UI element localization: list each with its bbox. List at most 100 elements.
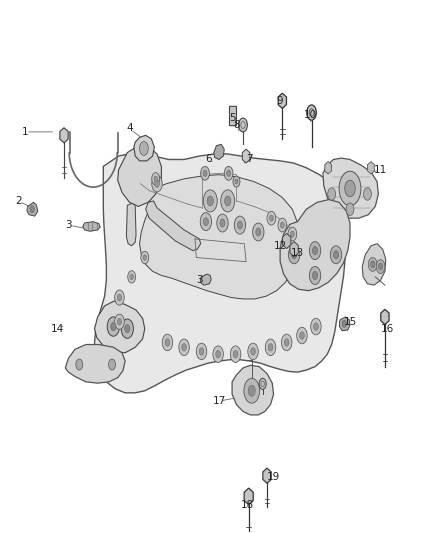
Circle shape <box>339 171 361 206</box>
Circle shape <box>290 231 294 237</box>
Polygon shape <box>367 161 374 174</box>
Circle shape <box>117 294 122 301</box>
Circle shape <box>115 290 124 305</box>
Text: 4: 4 <box>126 124 133 133</box>
Polygon shape <box>140 175 298 299</box>
Circle shape <box>248 385 255 397</box>
Circle shape <box>233 351 238 358</box>
Circle shape <box>162 334 173 351</box>
Circle shape <box>312 271 318 280</box>
Circle shape <box>125 325 130 333</box>
Text: 9: 9 <box>277 96 283 106</box>
Circle shape <box>268 344 273 351</box>
Text: 6: 6 <box>205 155 212 165</box>
Circle shape <box>128 271 136 283</box>
Circle shape <box>312 246 318 255</box>
Circle shape <box>309 266 321 285</box>
Circle shape <box>253 223 264 241</box>
Polygon shape <box>263 468 271 483</box>
Circle shape <box>200 213 212 231</box>
Circle shape <box>333 251 339 259</box>
Text: 17: 17 <box>212 396 226 406</box>
Circle shape <box>345 180 355 197</box>
Circle shape <box>207 196 213 206</box>
Circle shape <box>314 323 318 330</box>
Circle shape <box>278 218 287 232</box>
Circle shape <box>265 339 276 356</box>
Circle shape <box>234 216 246 234</box>
Circle shape <box>233 176 240 187</box>
Circle shape <box>154 176 157 182</box>
Text: 14: 14 <box>51 324 64 334</box>
Polygon shape <box>339 317 350 330</box>
Circle shape <box>201 166 209 180</box>
Text: 8: 8 <box>233 120 240 130</box>
Text: 5: 5 <box>229 113 235 123</box>
Circle shape <box>239 118 247 132</box>
Circle shape <box>155 180 159 188</box>
Circle shape <box>288 246 300 264</box>
Circle shape <box>196 343 207 360</box>
Circle shape <box>311 318 321 335</box>
Polygon shape <box>232 365 274 415</box>
FancyBboxPatch shape <box>230 106 237 126</box>
Circle shape <box>143 255 147 260</box>
Circle shape <box>378 263 383 270</box>
Text: 10: 10 <box>304 110 317 119</box>
Text: 15: 15 <box>343 317 357 327</box>
Circle shape <box>291 251 297 259</box>
Circle shape <box>76 359 83 370</box>
Circle shape <box>330 246 342 264</box>
Polygon shape <box>146 201 201 251</box>
Circle shape <box>111 322 116 330</box>
Polygon shape <box>381 309 389 325</box>
Circle shape <box>152 173 159 185</box>
Text: 1: 1 <box>21 127 28 137</box>
Polygon shape <box>278 93 286 108</box>
Text: 13: 13 <box>291 248 304 257</box>
Circle shape <box>130 274 134 280</box>
Circle shape <box>251 348 255 355</box>
Circle shape <box>221 190 235 212</box>
Polygon shape <box>280 199 350 290</box>
Circle shape <box>140 142 148 155</box>
Circle shape <box>179 339 189 356</box>
Circle shape <box>371 261 375 268</box>
Text: 12: 12 <box>273 241 287 251</box>
Polygon shape <box>95 152 346 393</box>
Circle shape <box>109 359 116 370</box>
Circle shape <box>203 170 207 176</box>
Circle shape <box>30 206 34 213</box>
Circle shape <box>328 188 336 200</box>
Circle shape <box>165 338 170 346</box>
Polygon shape <box>325 161 332 174</box>
Text: 16: 16 <box>381 324 394 334</box>
Circle shape <box>203 190 217 212</box>
Text: 11: 11 <box>374 165 387 175</box>
Circle shape <box>203 217 208 225</box>
Text: 3: 3 <box>65 220 72 230</box>
Polygon shape <box>27 203 38 216</box>
Circle shape <box>220 219 225 227</box>
Polygon shape <box>362 244 386 285</box>
Circle shape <box>309 241 321 260</box>
Circle shape <box>342 320 346 327</box>
Polygon shape <box>83 222 100 231</box>
Circle shape <box>213 346 223 362</box>
Circle shape <box>141 252 149 264</box>
Circle shape <box>224 166 233 180</box>
Circle shape <box>216 351 220 358</box>
Circle shape <box>284 338 289 346</box>
Circle shape <box>364 188 371 200</box>
Circle shape <box>300 332 304 340</box>
Polygon shape <box>214 144 224 159</box>
Circle shape <box>346 203 354 215</box>
Circle shape <box>256 228 261 236</box>
Circle shape <box>121 319 134 338</box>
Circle shape <box>307 105 316 120</box>
Circle shape <box>368 257 377 271</box>
Polygon shape <box>244 488 253 505</box>
Polygon shape <box>134 135 154 161</box>
Polygon shape <box>60 128 68 143</box>
Circle shape <box>115 314 124 329</box>
